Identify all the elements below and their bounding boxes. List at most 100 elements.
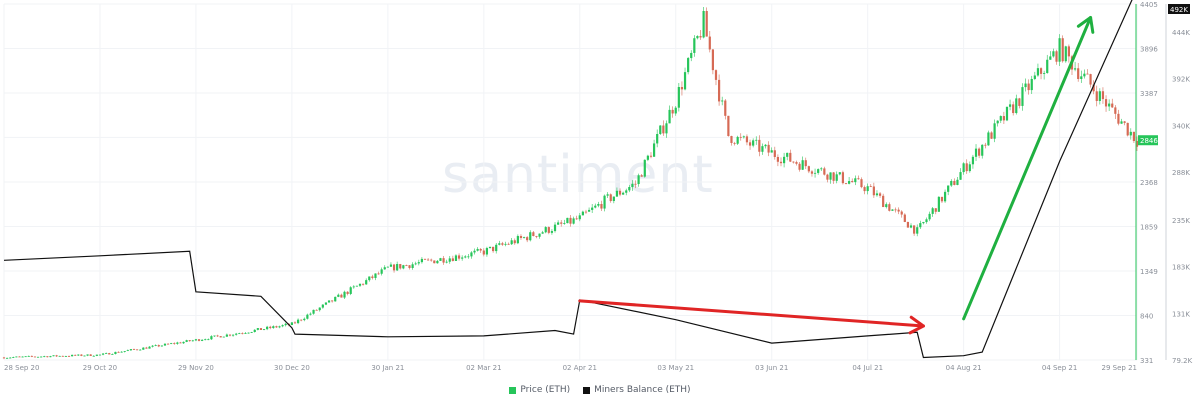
candle-body [423, 258, 427, 260]
candle-body [293, 322, 297, 324]
grid [3, 3, 1138, 361]
candle-body [894, 209, 897, 211]
candle-body [253, 329, 256, 333]
candle-body [752, 140, 755, 146]
candle-body [987, 132, 990, 146]
candle-body [612, 196, 615, 202]
candle-body [120, 351, 123, 353]
candle-body [711, 49, 714, 71]
candle-body [114, 351, 117, 355]
candle-body [857, 178, 860, 180]
candle-body [649, 155, 653, 157]
candle-body [188, 340, 191, 342]
candle-body [872, 186, 875, 196]
candle-body [77, 354, 80, 356]
candle-body [479, 248, 482, 251]
candle-body [724, 100, 727, 116]
candle-body [640, 175, 643, 177]
candle-body [312, 309, 315, 314]
legend-label-miners-balance: Miners Balance (ETH) [594, 385, 691, 395]
candle-body [1132, 131, 1136, 142]
candle-body [392, 264, 396, 271]
candle-body [95, 354, 98, 356]
candle-body [931, 208, 934, 214]
candle-body [402, 265, 405, 269]
candle-body [962, 163, 965, 173]
candle-body [851, 181, 854, 183]
x-tick-label: 28 Sep 20 [4, 364, 39, 372]
candle-body [61, 355, 64, 357]
candle-body [1080, 76, 1083, 79]
legend-item-price[interactable]: Price (ETH) [509, 385, 570, 395]
candle-body [560, 222, 563, 224]
candle-body [451, 258, 454, 261]
candle-body [80, 354, 83, 356]
candle-body [984, 144, 987, 146]
candle-body [247, 332, 250, 334]
candle-body [1027, 83, 1030, 91]
candle-body [1083, 73, 1086, 77]
candle-body [1092, 84, 1095, 92]
candle-body [210, 336, 213, 340]
candle-body [662, 125, 665, 134]
candle-body [139, 349, 142, 351]
candle-body [327, 300, 331, 303]
candle-body [176, 342, 179, 344]
candle-body [259, 328, 263, 330]
candle-body [408, 265, 411, 268]
miners-balance-series [3, 0, 1133, 359]
candle-body [157, 345, 160, 347]
candle-body [231, 334, 235, 336]
candle-body [767, 144, 770, 153]
left-axis-tick-label: 3896 [1140, 45, 1158, 53]
legend-item-miners-balance[interactable]: Miners Balance (ETH) [583, 385, 691, 395]
x-tick-label: 29 Sep 21 [1102, 364, 1137, 372]
left-axis-tick-label: 1859 [1140, 223, 1158, 231]
candle-body [9, 357, 12, 359]
candle-body [742, 136, 745, 138]
candle-body [306, 314, 309, 319]
candle-body [510, 240, 513, 245]
candle-body [27, 355, 30, 357]
candle-body [826, 174, 829, 180]
candle-body [108, 353, 111, 355]
candle-body [618, 190, 622, 195]
candle-body [389, 264, 393, 267]
candle-body [1061, 38, 1064, 62]
candle-body [154, 345, 157, 346]
candle-body [101, 353, 105, 355]
candle-body [374, 273, 377, 278]
candle-body [501, 243, 504, 245]
left-axis-tick-label: 1349 [1140, 268, 1158, 276]
last-balance-badge [1168, 4, 1190, 14]
candle-body [1123, 121, 1126, 123]
candle-body [321, 304, 324, 308]
candle-body [355, 285, 359, 287]
candle-body [860, 179, 863, 188]
candle-body [696, 36, 699, 39]
candle-body [361, 283, 365, 285]
candle-body [420, 258, 424, 263]
candle-body [591, 207, 594, 210]
candle-body [1129, 131, 1132, 136]
legend-label-price: Price (ETH) [520, 385, 571, 395]
candle-body [482, 250, 485, 255]
candle-body [454, 255, 458, 261]
candle-body [532, 232, 535, 237]
candle-body [959, 172, 962, 180]
candle-body [971, 156, 975, 165]
candle-body [965, 163, 968, 172]
candle-body [368, 276, 371, 281]
candle-body [916, 227, 919, 234]
candle-body [764, 144, 767, 147]
candle-body [674, 107, 677, 114]
candle-body [315, 309, 318, 311]
x-tick-label: 02 Mar 21 [466, 364, 501, 372]
candle-body [185, 340, 188, 342]
candle-body [464, 256, 467, 258]
candle-body [207, 339, 210, 341]
watermark: santiment [442, 145, 714, 205]
candle-body [92, 355, 95, 357]
candle-body [470, 252, 473, 257]
